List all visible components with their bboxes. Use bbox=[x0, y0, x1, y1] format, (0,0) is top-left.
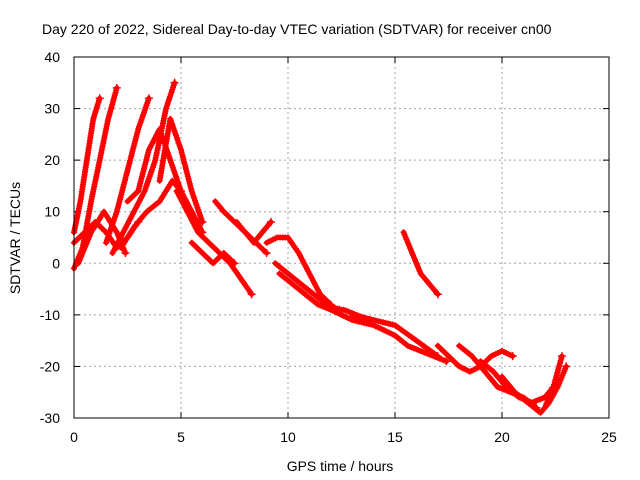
series-arc-19 bbox=[400, 229, 442, 299]
y-axis-label: SDTVAR / TECUs bbox=[7, 182, 23, 294]
data-point bbox=[230, 259, 239, 268]
data-point bbox=[262, 249, 271, 257]
x-tick-label: 0 bbox=[70, 429, 78, 445]
data-point bbox=[266, 218, 275, 226]
series-arc-6 bbox=[109, 78, 179, 256]
y-tick-label: 40 bbox=[44, 49, 60, 65]
data-point bbox=[170, 78, 179, 87]
data-point bbox=[112, 83, 121, 92]
series-arc-18 bbox=[349, 311, 442, 361]
chart-title: Day 220 of 2022, Sidereal Day-to-day VTE… bbox=[42, 21, 552, 37]
data-point bbox=[562, 362, 571, 371]
data-point bbox=[247, 290, 256, 299]
y-tick-label: 10 bbox=[44, 204, 60, 220]
series-arc-5 bbox=[103, 94, 153, 246]
data-point bbox=[557, 352, 566, 361]
data-point bbox=[433, 352, 442, 361]
y-tick-label: 20 bbox=[44, 152, 60, 168]
series-arc-7 bbox=[118, 177, 185, 251]
series-layer bbox=[71, 78, 571, 416]
series-arc-15 bbox=[272, 260, 344, 314]
data-point bbox=[121, 249, 130, 257]
series-arc-11 bbox=[188, 239, 239, 268]
series-arc-14 bbox=[263, 234, 335, 309]
y-tick-label: -20 bbox=[40, 358, 60, 374]
x-tick-label: 15 bbox=[387, 429, 403, 445]
data-point bbox=[95, 94, 104, 103]
y-tick-label: 0 bbox=[52, 255, 60, 271]
y-tick-label: -10 bbox=[40, 307, 60, 323]
axis-ticks bbox=[73, 56, 610, 419]
series-arc-1 bbox=[71, 94, 104, 236]
data-point bbox=[433, 290, 442, 299]
x-tick-label: 25 bbox=[601, 429, 617, 445]
series-arc-24 bbox=[541, 352, 566, 411]
data-point bbox=[198, 218, 207, 226]
y-tick-label: -30 bbox=[40, 410, 60, 426]
y-tick-label: 30 bbox=[44, 101, 60, 117]
x-tick-label: 10 bbox=[280, 429, 296, 445]
data-point bbox=[508, 352, 517, 361]
x-axis-label: GPS time / hours bbox=[287, 458, 394, 474]
series-arc-13 bbox=[233, 218, 275, 246]
x-tick-label: 5 bbox=[177, 429, 185, 445]
series-arc-22 bbox=[477, 358, 558, 406]
y-tick-labels: -30 -20 -10 0 10 20 30 40 bbox=[40, 49, 60, 426]
data-point bbox=[442, 357, 451, 366]
data-point bbox=[144, 94, 153, 103]
chart-grid bbox=[74, 57, 609, 418]
x-tick-label: 20 bbox=[494, 429, 510, 445]
plot-frame bbox=[73, 56, 610, 419]
series-arc-9 bbox=[156, 115, 207, 226]
series-arc-17 bbox=[327, 306, 451, 366]
x-tick-labels: 0 5 10 15 20 25 bbox=[70, 429, 617, 445]
